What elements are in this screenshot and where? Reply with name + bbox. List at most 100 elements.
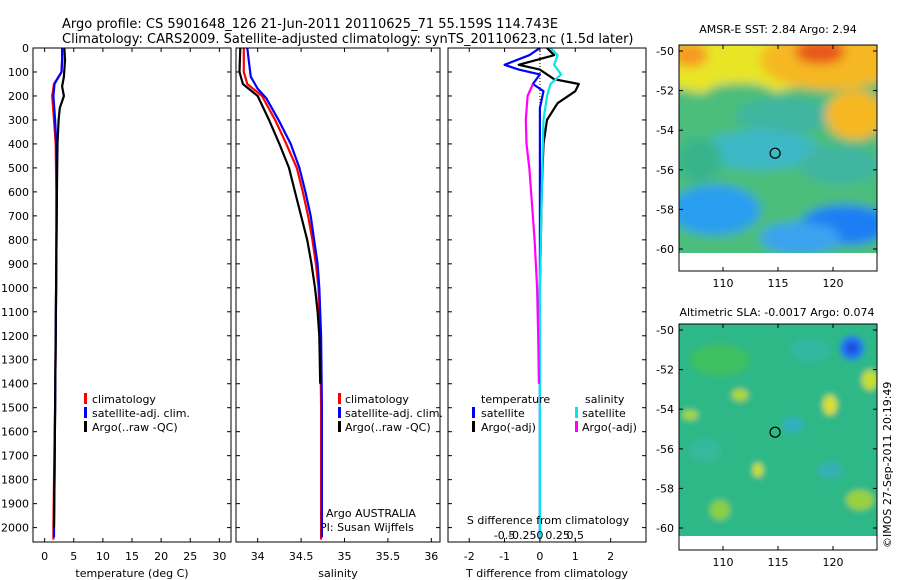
- y-tick-label: 1900: [1, 498, 29, 511]
- map-x-tick-label: 120: [823, 277, 844, 290]
- temperature-legend: climatology satellite-adj. clim. Argo(..…: [84, 393, 190, 434]
- legend-swatch-climatology: [338, 393, 341, 404]
- x-tick-label: 0: [536, 550, 543, 563]
- difference-s-x-label: S difference from climatology: [467, 514, 630, 527]
- x-tick-label: 25: [183, 550, 197, 563]
- x-tick-label: 1: [572, 550, 579, 563]
- y-tick-label: 500: [8, 162, 29, 175]
- x-tick-label: 20: [154, 550, 168, 563]
- map-x-tick-label: 110: [713, 556, 734, 569]
- legend-swatch-argo: [338, 421, 341, 432]
- legend-header-temperature: temperature: [481, 393, 550, 406]
- legend-label-s-argo: Argo(-adj): [582, 421, 637, 434]
- argo-pi-annotation: PI: Susan Wijffels: [320, 521, 414, 534]
- salinity-diff-tick-label: 0.5: [567, 529, 585, 542]
- map-y-tick-label: -50: [656, 324, 674, 337]
- map-y-tick-label: -54: [656, 403, 674, 416]
- salinity-x-label: salinity: [318, 567, 358, 580]
- legend-swatch-climatology: [84, 393, 87, 404]
- y-tick-label: 0: [22, 42, 29, 55]
- map-y-tick-label: -52: [656, 364, 674, 377]
- map-y-tick-label: -52: [656, 85, 674, 98]
- map-y-tick-label: -50: [656, 45, 674, 58]
- y-tick-label: 200: [8, 90, 29, 103]
- series-line-difference-3: [524, 83, 540, 384]
- y-tick-label: 100: [8, 66, 29, 79]
- legend-label-satellite: satellite-adj. clim.: [345, 407, 443, 420]
- salinity-plot-frame: [235, 47, 441, 543]
- legend-label-climatology: climatology: [345, 393, 409, 406]
- series-line-salinity-0: [242, 48, 323, 540]
- series-line-temperature-2: [52, 47, 67, 528]
- map-y-tick-label: -58: [656, 482, 674, 495]
- salinity-diff-tick-label: 0.25: [545, 529, 570, 542]
- legend-swatch-satellite: [338, 407, 341, 418]
- float-position-marker: [769, 426, 781, 438]
- series-line-salinity-1: [246, 47, 323, 538]
- temperature-panel: 0100200300400500600700800900100011001200…: [1, 42, 232, 580]
- legend-label-t-argo: Argo(-adj): [481, 421, 536, 434]
- legend-swatch-satellite: [84, 407, 87, 418]
- map-x-tick-label: 115: [768, 277, 789, 290]
- legend-label-argo: Argo(..raw -QC): [92, 421, 178, 434]
- argo-country-annotation: Argo AUSTRALIA: [326, 507, 416, 520]
- legend-swatch-argo: [84, 421, 87, 432]
- temperature-plot-frame: [32, 47, 232, 543]
- x-tick-label: 35: [338, 550, 352, 563]
- series-line-salinity-2: [238, 47, 322, 384]
- difference-legend: temperature salinity satellite Argo(-adj…: [472, 393, 637, 434]
- salinity-legend: climatology satellite-adj. clim. Argo(..…: [338, 393, 443, 434]
- salinity-diff-tick-label: -0.25: [508, 529, 536, 542]
- y-tick-label: 1600: [1, 426, 29, 439]
- y-tick-label: 700: [8, 210, 29, 223]
- sla-heatmap: [679, 324, 877, 536]
- x-tick-label: 34.5: [289, 550, 314, 563]
- map-y-tick-label: -58: [656, 203, 674, 216]
- y-tick-label: 900: [8, 258, 29, 271]
- salinity-diff-tick-label: -0.5: [494, 529, 515, 542]
- map-y-tick-label: -54: [656, 124, 674, 137]
- map-y-tick-label: -56: [656, 443, 674, 456]
- map-y-tick-label: -60: [656, 522, 674, 535]
- y-tick-label: 1500: [1, 402, 29, 415]
- y-tick-label: 1100: [1, 306, 29, 319]
- legend-label-t-satellite: satellite: [481, 407, 525, 420]
- y-tick-label: 1400: [1, 378, 29, 391]
- legend-label-s-satellite: satellite: [582, 407, 626, 420]
- y-tick-label: 1800: [1, 474, 29, 487]
- x-tick-label: -2: [464, 550, 475, 563]
- map-x-tick-label: 115: [768, 556, 789, 569]
- y-tick-label: 1700: [1, 450, 29, 463]
- x-tick-label: 5: [70, 550, 77, 563]
- x-tick-label: 10: [96, 550, 110, 563]
- map-x-tick-label: 110: [713, 277, 734, 290]
- y-tick-label: 400: [8, 138, 29, 151]
- x-tick-label: 0: [41, 550, 48, 563]
- x-tick-label: 35.5: [376, 550, 401, 563]
- sla-map-panel: Altimetric SLA: -0.0017 Argo: 0.074: [656, 306, 878, 569]
- series-line-difference-2: [538, 47, 563, 538]
- y-tick-label: 1000: [1, 282, 29, 295]
- legend-swatch-t-satellite: [472, 407, 475, 418]
- x-tick-label: 30: [212, 550, 226, 563]
- legend-swatch-t-argo: [472, 421, 475, 432]
- salinity-panel: 34 34.5 35 35.5 36 salinity climatology sate…: [235, 47, 443, 580]
- legend-header-salinity: salinity: [585, 393, 625, 406]
- difference-panel: -2 -1 0 1 2 -0.5-0.25 0 0.250.5 T difference fr…: [447, 47, 647, 580]
- y-tick-label: 1200: [1, 330, 29, 343]
- legend-swatch-s-argo: [575, 421, 578, 432]
- legend-label-argo: Argo(..raw -QC): [345, 421, 431, 434]
- sst-map-panel: AMSR-E SST: 2.84 Argo: 2.94 110 115 1: [656, 23, 878, 290]
- y-tick-label: 600: [8, 186, 29, 199]
- x-tick-label: 2: [607, 550, 614, 563]
- y-tick-label: 300: [8, 114, 29, 127]
- y-tick-label: 800: [8, 234, 29, 247]
- legend-swatch-s-satellite: [575, 407, 578, 418]
- sst-heatmap: [679, 45, 877, 253]
- sst-map-title: AMSR-E SST: 2.84 Argo: 2.94: [699, 23, 857, 36]
- sla-map-title: Altimetric SLA: -0.0017 Argo: 0.074: [680, 306, 875, 319]
- x-tick-label: 15: [125, 550, 139, 563]
- x-tick-label: 36: [424, 550, 438, 563]
- legend-label-satellite: satellite-adj. clim.: [92, 407, 190, 420]
